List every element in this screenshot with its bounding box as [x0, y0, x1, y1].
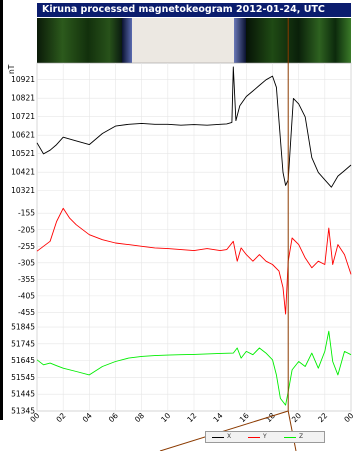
x-tick-label: 06: [107, 411, 120, 424]
y-tick-label: -405: [18, 291, 35, 300]
x-tick-label: 00: [342, 411, 355, 424]
keogram-segment-night-1: [37, 18, 122, 63]
x-tick-label: 10: [159, 411, 172, 424]
y-tick-label: -255: [18, 242, 35, 251]
left-edge-bar: [0, 0, 3, 420]
x-tick-label: 22: [316, 411, 329, 424]
x-tick-label: 16: [238, 411, 251, 424]
keogram-segment-dawn: [234, 18, 246, 63]
y-tick-label: 10921: [11, 75, 35, 84]
x-tick-labels: 00 02 04 06 08 10 12 14 16 18 20 22 00: [28, 411, 355, 424]
y-tick-label: -305: [18, 258, 35, 267]
x-tick-label: 20: [290, 411, 303, 424]
keogram-strip: [37, 18, 351, 63]
legend: X Y Z: [205, 431, 325, 443]
y-tick-label: 10521: [11, 149, 35, 158]
unit-label: nT: [7, 64, 16, 74]
legend-label-x: X: [227, 433, 232, 440]
legend-label-z: Z: [299, 433, 304, 440]
legend-label-y: Y: [263, 433, 267, 440]
keogram-segment-day: [132, 18, 234, 63]
legend-swatch-y: [248, 437, 260, 438]
y-tick-label: -455: [18, 308, 35, 317]
x-tick-label: 02: [54, 411, 67, 424]
keogram-segment-night-2: [246, 18, 351, 63]
series-line-y: [36, 207, 352, 315]
y-tick-label: -355: [18, 275, 35, 284]
series-line-x: [36, 66, 352, 188]
legend-swatch-z: [284, 437, 296, 438]
series-line-z: [36, 330, 352, 406]
y-tick-labels: 10921 10821 10721 10621 10521 10421 10321 -155 -…: [11, 75, 35, 415]
x-tick-label: 14: [211, 411, 224, 424]
y-tick-label: 10421: [11, 168, 35, 177]
x-tick-label: 12: [185, 411, 198, 424]
y-tick-label: -155: [18, 209, 35, 218]
grid-lines: [36, 63, 352, 412]
x-tick-label: 04: [81, 411, 94, 424]
y-tick-label: 10821: [11, 94, 35, 103]
y-tick-label: 10321: [11, 186, 35, 195]
y-tick-label: 51645: [11, 356, 35, 365]
y-tick-label: 51345: [11, 407, 35, 416]
x-tick-label: 08: [133, 411, 146, 424]
keogram-segment-dusk: [122, 18, 132, 63]
legend-swatch-x: [212, 437, 224, 438]
y-tick-label: 10721: [11, 112, 35, 121]
y-tick-label: 51745: [11, 339, 35, 348]
series-lines: [36, 66, 352, 406]
y-tick-label: 51545: [11, 373, 35, 382]
y-tick-label: 51445: [11, 390, 35, 399]
chart-title: Kiruna processed magnetokeogram 2012-01-…: [37, 3, 351, 17]
y-tick-label: -205: [18, 225, 35, 234]
y-tick-label: 10621: [11, 131, 35, 140]
y-tick-label: 51845: [11, 323, 35, 332]
